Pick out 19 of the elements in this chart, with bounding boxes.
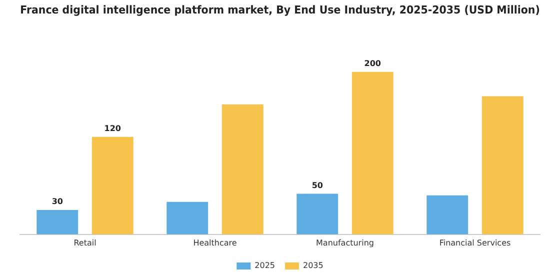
bar (426, 195, 468, 234)
bar (482, 96, 524, 234)
legend-label: 2035 (303, 261, 324, 270)
bar (36, 210, 78, 234)
bar (352, 72, 394, 234)
data-label: 200 (364, 58, 382, 68)
data-label: 30 (52, 197, 64, 206)
bar (166, 202, 208, 234)
bar (296, 194, 338, 234)
bar (92, 136, 134, 234)
data-label: 120 (104, 124, 122, 133)
legend-label: 2025 (254, 261, 275, 270)
x-tick-label: Manufacturing (316, 238, 374, 248)
x-tick-label: Healthcare (193, 238, 237, 248)
x-tick-label: Financial Services (439, 238, 511, 248)
x-tick-label: Retail (74, 238, 96, 248)
bar (222, 104, 264, 234)
chart-title: France digital intelligence platform market, By End Use Industry, 2025-2035 (USD Million) (20, 3, 540, 17)
data-label: 50 (312, 180, 324, 190)
